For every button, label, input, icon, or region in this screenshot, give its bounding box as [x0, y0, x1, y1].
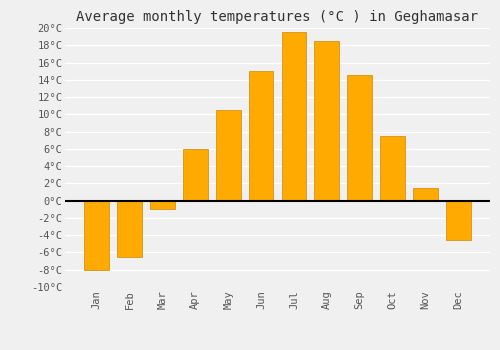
Bar: [314, 41, 339, 201]
Bar: [183, 149, 208, 201]
Bar: [446, 201, 470, 239]
Bar: [216, 110, 240, 201]
Bar: [413, 188, 438, 201]
Bar: [348, 76, 372, 201]
Title: Average monthly temperatures (°C ) in Geghamasar: Average monthly temperatures (°C ) in Ge…: [76, 10, 478, 24]
Bar: [84, 201, 109, 270]
Bar: [150, 201, 174, 209]
Bar: [380, 136, 405, 201]
Bar: [248, 71, 274, 201]
Bar: [117, 201, 142, 257]
Bar: [282, 32, 306, 201]
